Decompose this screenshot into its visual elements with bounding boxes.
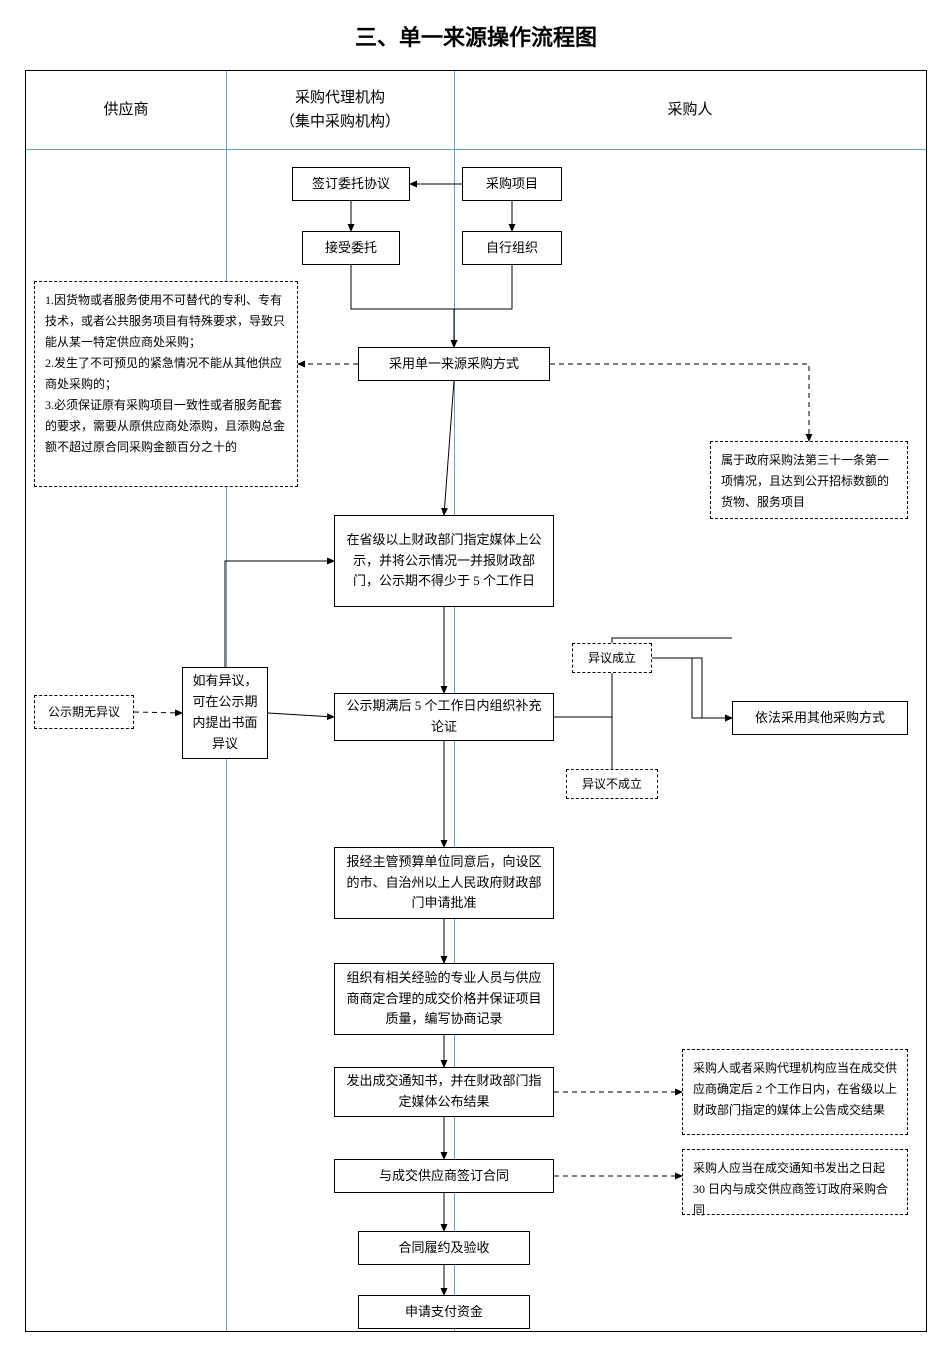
lane-header: 采购代理机构（集中采购机构） [226, 71, 454, 149]
annotation-note: 1.因货物或者服务使用不可替代的专利、专有技术，或者公共服务项目有特殊要求，导致… [34, 281, 298, 487]
page-title: 三、单一来源操作流程图 [20, 20, 932, 52]
flowchart-frame: 供应商采购代理机构（集中采购机构）采购人 签订委托协议 采购项目接受委托 自行组织采… [25, 70, 927, 1332]
annotation-note: 异议成立 [572, 643, 652, 673]
flow-node: 如有异议，可在公示期内提出书面异议 [182, 667, 268, 759]
annotation-note: 采购人应当在成交通知书发出之日起 30 日内与成交供应商签订政府采购合同 [682, 1149, 908, 1215]
flow-node: 接受委托 [302, 231, 400, 265]
flow-node: 自行组织 [462, 231, 562, 265]
annotation-note: 采购人或者采购代理机构应当在成交供应商确定后 2 个工作日内，在省级以上财政部门… [682, 1049, 908, 1135]
flow-node: 采购项目 [462, 167, 562, 201]
annotation-note: 公示期无异议 [34, 695, 134, 729]
flow-node: 与成交供应商签订合同 [334, 1159, 554, 1193]
flow-node: 公示期满后 5 个工作日内组织补充论证 [334, 693, 554, 741]
flow-node: 在省级以上财政部门指定媒体上公示，并将公示情况一并报财政部门，公示期不得少于 5… [334, 515, 554, 607]
flow-node: 报经主管预算单位同意后，向设区的市、自治州以上人民政府财政部门申请批准 [334, 847, 554, 919]
flow-node: 依法采用其他采购方式 [732, 701, 908, 735]
annotation-note: 异议不成立 [566, 769, 658, 799]
lane-divider-horizontal [26, 149, 926, 150]
flow-node: 合同履约及验收 [358, 1231, 530, 1265]
flow-node: 发出成交通知书，并在财政部门指定媒体公布结果 [334, 1067, 554, 1117]
flow-node: 组织有相关经验的专业人员与供应商商定合理的成交价格并保证项目质量，编写协商记录 [334, 963, 554, 1035]
flow-node: 采用单一来源采购方式 [358, 347, 550, 381]
annotation-note: 属于政府采购法第三十一条第一项情况，且达到公开招标数额的货物、服务项目 [710, 441, 908, 519]
lane-header: 供应商 [26, 71, 226, 149]
flow-node: 签订委托协议 [292, 167, 410, 201]
flow-node: 申请支付资金 [358, 1295, 530, 1329]
lane-header: 采购人 [454, 71, 926, 149]
